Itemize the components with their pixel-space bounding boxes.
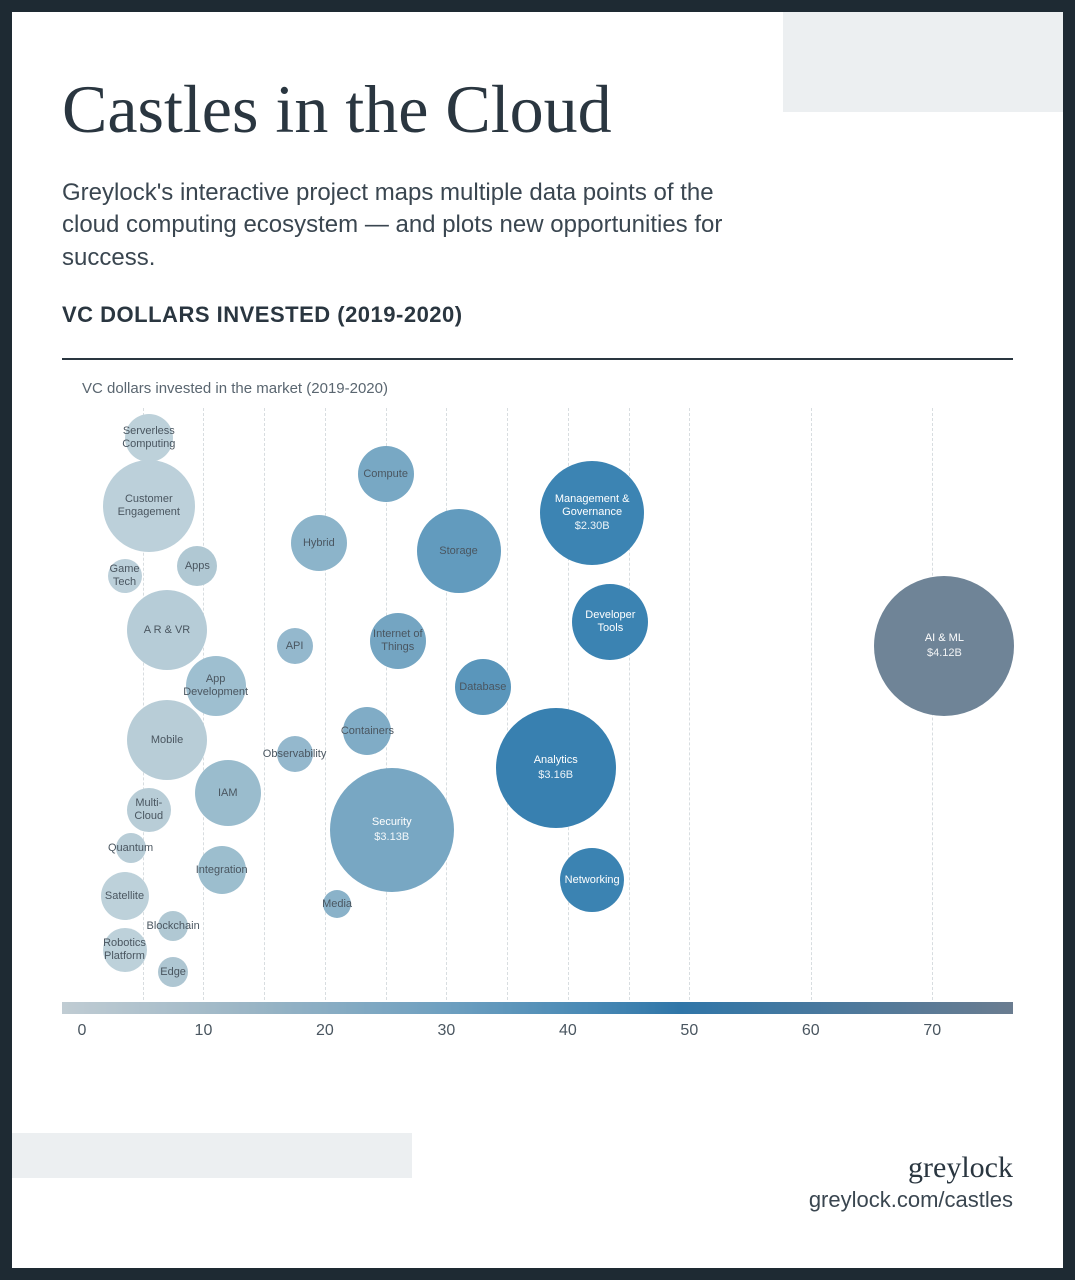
chart-inner-title: VC dollars invested in the market (2019-…	[82, 380, 388, 397]
section-label: VC DOLLARS INVESTED (2019-2020)	[62, 302, 1013, 328]
bubble-label: Edge	[160, 966, 186, 979]
bubble-chart: VC dollars invested in the market (2019-…	[62, 360, 1013, 1000]
bubble[interactable]: CustomerEngagement	[103, 460, 195, 552]
bubble[interactable]: Security $3.13B	[330, 768, 454, 892]
x-tick: 70	[923, 1022, 941, 1040]
grid-line	[446, 408, 447, 1000]
grid-line	[264, 408, 265, 1000]
x-tick: 10	[195, 1022, 213, 1040]
bubble-label: CustomerEngagement	[118, 493, 180, 518]
bubble[interactable]: Database	[455, 659, 511, 715]
bubble[interactable]: Containers	[343, 707, 391, 755]
bubble-label: Blockchain	[147, 920, 200, 933]
bubble-label: Game Tech	[108, 563, 142, 588]
bubble[interactable]: Management &Governance $2.30B	[540, 461, 644, 565]
bubble-label: RoboticsPlatform	[103, 937, 146, 962]
bubble[interactable]: Edge	[158, 957, 188, 987]
bubble-label: Satellite	[105, 890, 144, 903]
chart-container: VC dollars invested in the market (2019-…	[62, 358, 1013, 1046]
x-tick: 40	[559, 1022, 577, 1040]
page-subtitle: Greylock's interactive project maps mult…	[62, 177, 762, 274]
bubble[interactable]: AppDevelopment	[186, 656, 246, 716]
bubble-label: Compute	[363, 468, 408, 481]
grid-line	[811, 408, 812, 1000]
bubble-label: IAM	[218, 787, 238, 800]
bubble-label: Containers	[341, 725, 394, 738]
bubble[interactable]: AI & ML $4.12B	[874, 576, 1014, 716]
page: Castles in the Cloud Greylock's interact…	[12, 12, 1063, 1268]
bubble-label: AI & ML	[925, 632, 964, 645]
bubble[interactable]: IAM	[195, 760, 261, 826]
bubble[interactable]: Apps	[177, 546, 217, 586]
bubble[interactable]: Storage	[417, 509, 501, 593]
bubble-label: Media	[322, 898, 352, 911]
bubble-label: Integration	[196, 864, 248, 877]
bubble-label: Observability	[263, 748, 327, 761]
bubble[interactable]: Game Tech	[108, 559, 142, 593]
x-tick: 0	[78, 1022, 87, 1040]
bubble-label: Mobile	[151, 734, 183, 747]
bubble-label: Analytics	[534, 754, 578, 767]
bubble-value: $4.12B	[927, 647, 962, 660]
bubble-label: Security	[372, 816, 412, 829]
bubble-label: Networking	[565, 874, 620, 887]
bubble-label: Storage	[439, 545, 478, 558]
title-highlight: Cloud	[445, 72, 611, 147]
bubble-label: ServerlessComputing	[122, 425, 175, 450]
bubble[interactable]: Quantum	[116, 833, 146, 863]
page-title: Castles in the Cloud	[62, 72, 1013, 147]
x-axis-ticks: 0 10 20 30 40 50 60 70	[62, 1022, 1013, 1046]
bubble[interactable]: Media	[323, 890, 351, 918]
x-tick: 50	[680, 1022, 698, 1040]
bubble-label: Database	[459, 681, 506, 694]
brand-logo: greylock	[809, 1151, 1013, 1185]
bubble-value: $3.16B	[538, 769, 573, 782]
bubble-label: A R & VR	[144, 624, 190, 637]
bubble-value: $2.30B	[575, 520, 610, 533]
bubble-label: Multi-Cloud	[127, 797, 171, 822]
bubble-value: $3.13B	[374, 831, 409, 844]
bubble-label: Apps	[185, 560, 210, 573]
bubble[interactable]: API	[277, 628, 313, 664]
footer: greylock greylock.com/castles	[809, 1151, 1013, 1213]
bubble[interactable]: Analytics $3.16B	[496, 708, 616, 828]
bubble[interactable]: Mobile	[127, 700, 207, 780]
bubble[interactable]: Networking	[560, 848, 624, 912]
bubble[interactable]: DeveloperTools	[572, 584, 648, 660]
bubble[interactable]: A R & VR	[127, 590, 207, 670]
x-tick: 30	[437, 1022, 455, 1040]
bubble[interactable]: Multi-Cloud	[127, 788, 171, 832]
bubble[interactable]: Integration	[198, 846, 246, 894]
bubble-label: Hybrid	[303, 537, 335, 550]
bubble[interactable]: Observability	[277, 736, 313, 772]
brand-url: greylock.com/castles	[809, 1187, 1013, 1213]
bubble-label: Internet ofThings	[373, 628, 423, 653]
bubble[interactable]: Blockchain	[158, 911, 188, 941]
bubble-label: Quantum	[108, 842, 153, 855]
bubble[interactable]: RoboticsPlatform	[103, 928, 147, 972]
bubble-label: API	[286, 640, 304, 653]
grid-line	[507, 408, 508, 1000]
chart-plot-area: ServerlessComputing CustomerEngagement Gam…	[82, 408, 993, 1000]
bubble-label: Management &Governance	[555, 493, 630, 518]
x-axis-gradient	[62, 1002, 1013, 1014]
bubble-label: DeveloperTools	[585, 609, 635, 634]
corner-decoration-bottom-left	[12, 1133, 412, 1178]
bubble-label: AppDevelopment	[183, 673, 248, 698]
title-pre: Castles in the	[62, 71, 445, 147]
x-tick: 20	[316, 1022, 334, 1040]
bubble[interactable]: Satellite	[101, 872, 149, 920]
bubble[interactable]: ServerlessComputing	[125, 414, 173, 462]
x-tick: 60	[802, 1022, 820, 1040]
bubble[interactable]: Compute	[358, 446, 414, 502]
grid-line	[689, 408, 690, 1000]
bubble[interactable]: Hybrid	[291, 515, 347, 571]
bubble[interactable]: Internet ofThings	[370, 613, 426, 669]
